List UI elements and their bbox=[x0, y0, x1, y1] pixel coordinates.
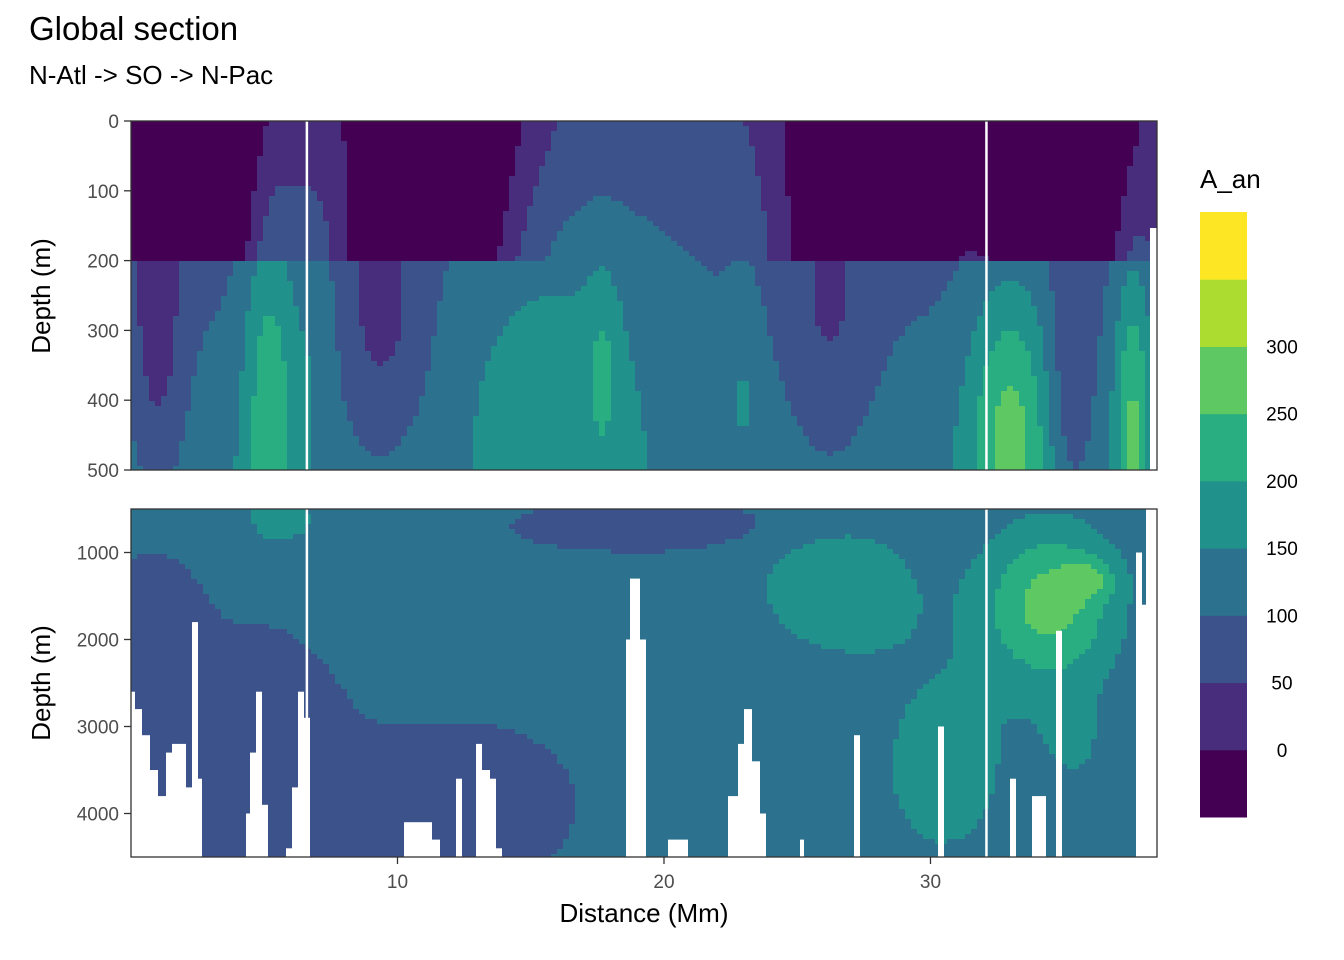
legend-label: 150 bbox=[1266, 539, 1298, 560]
lower-y-axis-title: Depth (m) bbox=[26, 625, 56, 741]
seafloor-bar bbox=[752, 761, 760, 857]
legend-swatch bbox=[1200, 480, 1247, 549]
seafloor-bar bbox=[432, 839, 440, 857]
legend-swatch bbox=[1200, 346, 1247, 415]
seafloor-bar bbox=[496, 848, 502, 857]
seafloor-bar bbox=[854, 735, 860, 857]
seafloor-bar bbox=[166, 752, 172, 857]
x-tick-label: 20 bbox=[653, 872, 674, 893]
legend-label: 200 bbox=[1266, 472, 1298, 493]
x-tick-label: 10 bbox=[387, 872, 408, 893]
seafloor-bar bbox=[476, 743, 482, 857]
seafloor-bar bbox=[250, 752, 256, 857]
y-tick-label: 1000 bbox=[77, 544, 119, 565]
contour-fill bbox=[131, 121, 1157, 470]
seafloor-bar bbox=[262, 804, 268, 857]
legend-label: 300 bbox=[1266, 337, 1298, 358]
legend-swatch bbox=[1200, 548, 1247, 616]
lower-panel: 1000 2000 3000 4000 bbox=[77, 508, 1158, 858]
y-axis: 1000 2000 3000 4000 bbox=[77, 544, 131, 826]
y-tick-label: 0 bbox=[108, 112, 119, 133]
x-axis-title: Distance (Mm) bbox=[559, 898, 728, 928]
color-legend: A_an 0 50 100 150 200 250 300 bbox=[1200, 164, 1298, 818]
seafloor-bar bbox=[738, 743, 744, 857]
y-tick-label: 400 bbox=[87, 391, 119, 412]
seafloor-bar bbox=[304, 717, 310, 857]
y-tick-label: 4000 bbox=[77, 805, 119, 826]
legend-swatch bbox=[1200, 212, 1247, 280]
y-tick-label: 2000 bbox=[77, 631, 119, 652]
seafloor-bar bbox=[1032, 796, 1046, 857]
seafloor-bar bbox=[626, 639, 630, 857]
seafloor-bar bbox=[404, 822, 432, 857]
seafloor-bar bbox=[490, 778, 496, 857]
legend-title: A_an bbox=[1200, 164, 1261, 194]
seafloor-mask bbox=[131, 509, 1157, 857]
y-tick-label: 100 bbox=[87, 182, 119, 203]
upper-y-axis-title: Depth (m) bbox=[26, 238, 56, 354]
seafloor-bar bbox=[1142, 604, 1146, 857]
y-tick-label: 300 bbox=[87, 321, 119, 342]
seafloor-bar bbox=[760, 813, 766, 857]
seafloor-bar bbox=[172, 743, 186, 857]
seafloor-bar bbox=[640, 639, 646, 857]
seafloor-bar bbox=[135, 709, 142, 857]
seafloor-bar bbox=[286, 848, 292, 857]
seafloor-bar bbox=[1146, 509, 1157, 857]
seafloor-bar bbox=[194, 778, 202, 857]
seafloor-bar bbox=[298, 691, 304, 857]
panel-border bbox=[130, 120, 1158, 471]
legend-swatch bbox=[1200, 749, 1247, 818]
seafloor-bar bbox=[192, 622, 198, 857]
legend-swatch bbox=[1200, 682, 1247, 751]
seafloor-bar bbox=[482, 770, 490, 857]
seafloor-bar bbox=[744, 709, 752, 857]
legend-label: 50 bbox=[1271, 674, 1292, 695]
y-tick-label: 3000 bbox=[77, 718, 119, 739]
panel-border bbox=[130, 508, 1158, 858]
legend-label: 0 bbox=[1277, 741, 1288, 762]
seafloor-bar bbox=[158, 796, 166, 857]
seafloor-bar bbox=[150, 770, 158, 857]
seafloor-bar bbox=[1056, 630, 1062, 857]
chart-title: Global section bbox=[29, 10, 238, 47]
seafloor-bar bbox=[668, 839, 688, 857]
seafloor-bar bbox=[800, 839, 804, 857]
seafloor-bar bbox=[246, 813, 250, 857]
x-tick-label: 30 bbox=[920, 872, 941, 893]
legend-label: 250 bbox=[1266, 405, 1298, 426]
y-axis: 0 100 200 300 400 500 bbox=[87, 112, 131, 482]
x-axis: 10 20 30 bbox=[387, 857, 941, 893]
seafloor-bar bbox=[1136, 552, 1142, 857]
upper-panel: 0 100 200 300 400 500 bbox=[87, 112, 1158, 482]
legend-label: 100 bbox=[1266, 606, 1298, 627]
seafloor-bar bbox=[630, 578, 640, 857]
seafloor-bar bbox=[131, 691, 135, 857]
seafloor-bar bbox=[186, 787, 194, 857]
chart-subtitle: N-Atl -> SO -> N-Pac bbox=[29, 60, 273, 90]
seafloor-bar bbox=[256, 691, 262, 857]
y-tick-label: 500 bbox=[87, 461, 119, 482]
seafloor-bar bbox=[1010, 778, 1016, 857]
seafloor-bar bbox=[142, 735, 150, 857]
seafloor-bar bbox=[292, 787, 298, 857]
seafloor-bar bbox=[456, 778, 462, 857]
y-tick-label: 200 bbox=[87, 252, 119, 273]
legend-swatch bbox=[1200, 615, 1247, 684]
seafloor-bar bbox=[1150, 228, 1157, 470]
legend-swatch bbox=[1200, 279, 1247, 347]
legend-swatch bbox=[1200, 413, 1247, 482]
seafloor-bar bbox=[728, 796, 738, 857]
seafloor-bar bbox=[938, 726, 944, 857]
